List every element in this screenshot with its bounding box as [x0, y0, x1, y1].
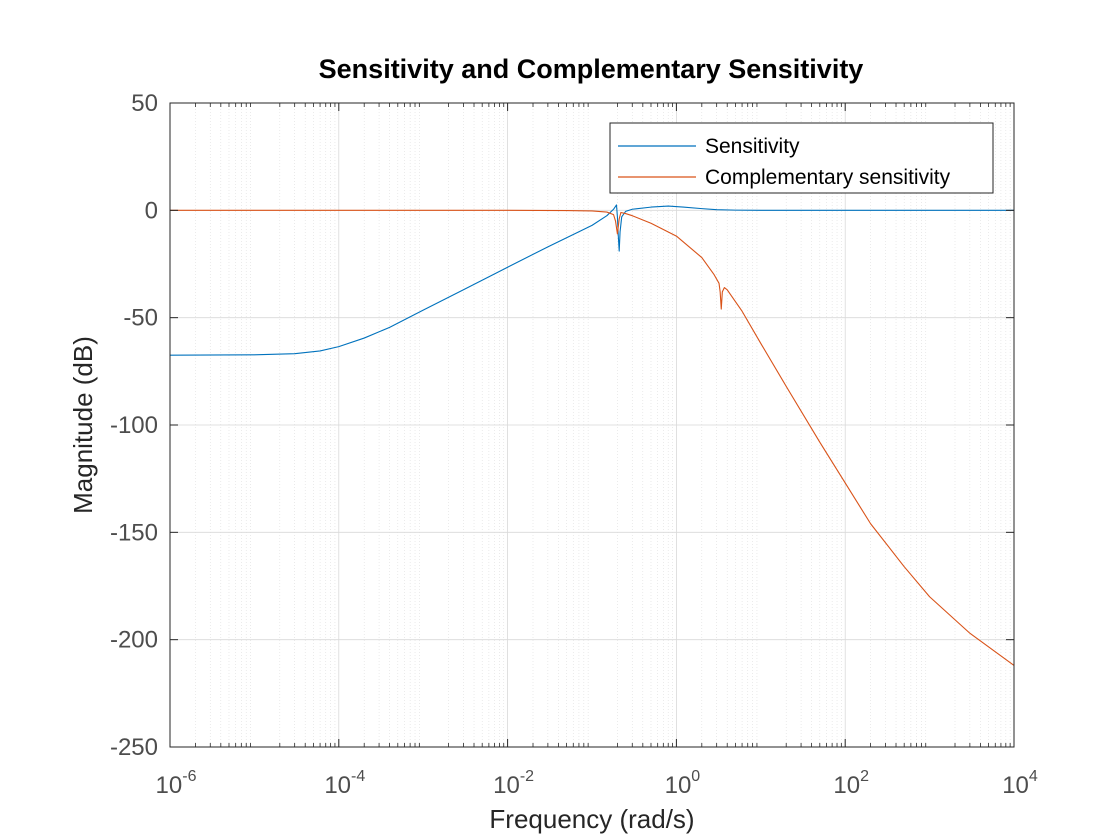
x-tick-label: 102	[833, 768, 869, 799]
y-tick-label: 0	[145, 197, 158, 224]
legend-label-sensitivity: Sensitivity	[705, 135, 800, 158]
y-tick-labels: 50 0 -50 -100 -150 -200 -250	[110, 90, 158, 761]
series-line-complementary-sensitivity	[170, 209, 1015, 666]
y-axis-label: Magnitude (dB)	[68, 336, 98, 514]
x-tick-label: 100	[665, 768, 701, 799]
x-tick-label: 10-6	[156, 768, 197, 799]
y-tick-label: -50	[123, 305, 158, 332]
x-tick-labels: 10-6 10-4 10-2 100 102 104	[156, 768, 1038, 799]
legend: Sensitivity Complementary sensitivity	[609, 122, 994, 194]
y-tick-label: -150	[110, 519, 158, 546]
x-tick-label: 10-2	[493, 768, 534, 799]
y-tick-label: -250	[110, 734, 158, 761]
y-tick-label: -200	[110, 627, 158, 654]
y-tick-label: 50	[131, 90, 158, 117]
chart-title: Sensitivity and Complementary Sensitivit…	[319, 54, 864, 84]
series-layer	[169, 204, 1015, 666]
legend-box	[609, 122, 994, 194]
axis-ticks	[169, 102, 1015, 748]
y-tick-label: -100	[110, 412, 158, 439]
x-tick-label: 104	[1002, 768, 1038, 799]
series-line-sensitivity	[169, 204, 1014, 356]
x-tick-label: 10-4	[324, 768, 365, 799]
legend-label-complementary-sensitivity: Complementary sensitivity	[705, 166, 951, 189]
x-axis-label: Frequency (rad/s)	[489, 804, 694, 834]
